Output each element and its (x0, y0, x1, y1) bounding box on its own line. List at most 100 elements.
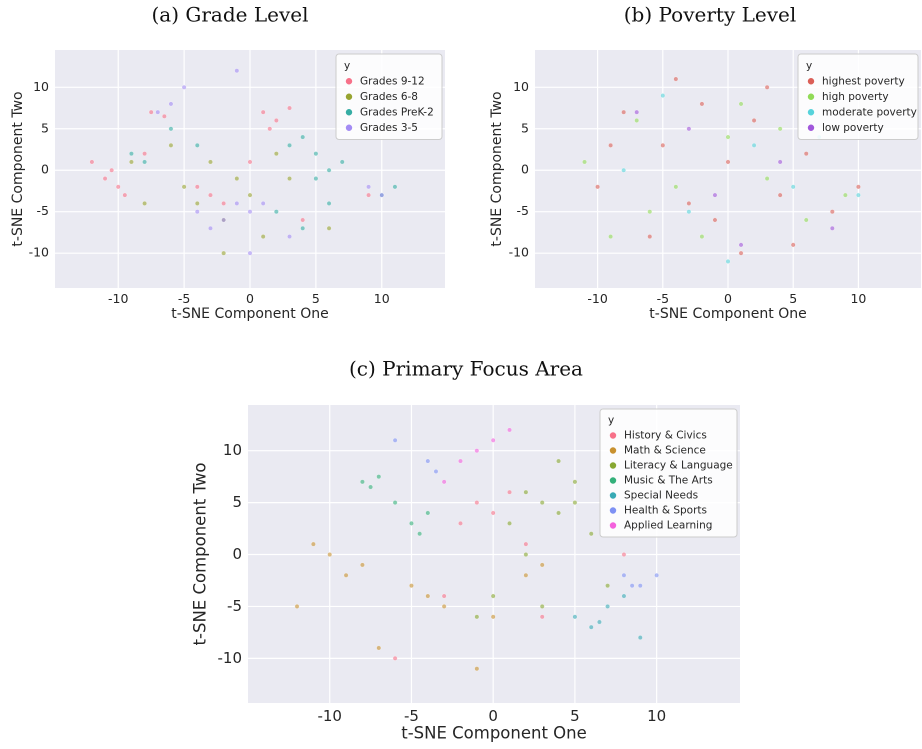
point (608, 234, 613, 239)
legend-swatch (807, 93, 815, 100)
point (790, 242, 796, 248)
legend-title: y (344, 60, 350, 72)
point (109, 167, 115, 173)
x-tick-label: -5 (404, 707, 419, 725)
point (300, 134, 306, 140)
point (392, 437, 398, 443)
point (409, 521, 414, 526)
x-tick-label: 0 (246, 291, 254, 306)
x-tick-label: 10 (647, 707, 666, 725)
point (507, 489, 512, 495)
point (425, 510, 431, 516)
point (368, 484, 373, 490)
point (764, 176, 770, 181)
point (539, 500, 545, 505)
y-tick-label: -10 (509, 245, 529, 260)
point (129, 159, 134, 165)
point (803, 151, 809, 157)
point (725, 159, 731, 165)
point (274, 118, 279, 123)
point (168, 126, 174, 132)
point (738, 101, 744, 107)
point (725, 134, 731, 140)
legend-swatch (345, 78, 353, 85)
point (194, 201, 200, 206)
point (699, 101, 705, 107)
point (490, 593, 496, 599)
legend-label: Grades PreK-2 (360, 106, 434, 118)
point (458, 458, 463, 464)
y-tick-label: 10 (223, 441, 242, 459)
point (474, 614, 480, 620)
point (751, 118, 757, 123)
chart-title: (c) Primary Focus Area (349, 357, 583, 381)
point (856, 192, 861, 198)
legend-swatch (609, 432, 617, 439)
point (621, 572, 627, 578)
point (313, 176, 319, 181)
point (856, 184, 861, 190)
point (260, 109, 266, 115)
y-axis-label: t-SNE Component Two (10, 91, 26, 246)
point (168, 143, 174, 148)
point (490, 510, 496, 516)
point (637, 635, 643, 640)
point (608, 143, 613, 148)
point (294, 604, 300, 609)
point (582, 159, 587, 165)
point (673, 184, 679, 190)
point (686, 201, 692, 206)
point (360, 479, 365, 485)
point (409, 583, 414, 589)
point (339, 159, 345, 165)
x-tick-label: 10 (374, 291, 390, 306)
point (490, 437, 496, 443)
point (326, 225, 332, 231)
legend-box (797, 53, 919, 140)
point (556, 510, 561, 516)
point (829, 209, 835, 215)
point (764, 84, 770, 90)
point (621, 167, 627, 173)
point (194, 209, 200, 215)
point (523, 552, 529, 557)
point (725, 259, 731, 264)
point (360, 562, 365, 568)
point (208, 159, 213, 165)
legend-label: Special Needs (624, 490, 698, 502)
point (803, 217, 809, 223)
point (660, 93, 666, 98)
point (326, 167, 332, 173)
point (234, 201, 240, 206)
legend-swatch (609, 507, 617, 514)
legend-swatch (609, 462, 617, 469)
point (274, 151, 279, 157)
legend-label: Grades 6-8 (360, 91, 418, 103)
legend-label: Math & Science (624, 445, 706, 457)
x-tick-label: 0 (724, 291, 732, 306)
point (539, 604, 545, 609)
point (247, 192, 253, 198)
point (417, 531, 422, 537)
point (441, 593, 447, 599)
point (287, 105, 292, 111)
point (366, 184, 371, 190)
point (327, 552, 333, 557)
point (777, 126, 783, 132)
point (425, 458, 431, 464)
y-tick-label: 0 (41, 162, 49, 177)
point (441, 479, 447, 485)
y-tick-label: -5 (227, 597, 242, 615)
legend-swatch (345, 124, 353, 131)
legend-title: y (806, 60, 812, 72)
point (572, 479, 578, 485)
point (621, 552, 627, 557)
y-axis-label: t-SNE Component Two (191, 463, 210, 646)
point (712, 192, 718, 198)
point (843, 192, 848, 198)
point (777, 192, 783, 198)
point (458, 521, 463, 526)
point (507, 521, 512, 526)
legend-label: moderate poverty (822, 106, 917, 118)
